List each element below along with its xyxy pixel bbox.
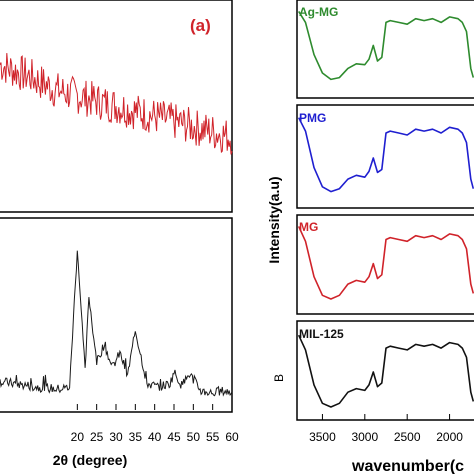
xrd-x-tick-label: 25 — [90, 430, 104, 444]
ftir-x-tick-label: 3000 — [351, 430, 378, 444]
ftir-frame-mil-125 — [296, 320, 474, 421]
xrd-x-ticks: 20 25 30 35 40 45 50 55 60 — [71, 404, 239, 444]
xrd-bottom-frame — [0, 217, 233, 413]
ftir-frame-mg — [296, 214, 474, 315]
ftir-plots: Ag-MG PMG MG MIL-125 — [297, 5, 474, 408]
xrd-x-tick-label: 55 — [206, 430, 220, 444]
xrd-bottom-plot — [0, 250, 233, 397]
ftir-series-label: PMG — [299, 111, 326, 125]
ftir-x-tick-label: 2500 — [394, 430, 421, 444]
ftir-series-line-1 — [298, 10, 474, 81]
xrd-x-tick-label: 30 — [109, 430, 123, 444]
ftir-series-line-3 — [297, 226, 474, 300]
ftir-x-tick-label: 3500 — [309, 430, 336, 444]
xrd-top-plot — [0, 53, 233, 155]
ftir-series-label: MIL-125 — [299, 327, 344, 341]
xrd-x-tick-label: 45 — [167, 430, 181, 444]
xrd-top-frame — [0, 0, 233, 213]
ftir-x-axis-label: wavenumber(c — [351, 458, 464, 474]
ftir-series-label: Ag-MG — [299, 5, 338, 19]
ftir-y-axis-label: Intensity(a.u) — [266, 176, 282, 263]
xrd-x-tick-label: 60 — [225, 430, 239, 444]
ftir-series-line-4 — [297, 334, 474, 408]
ftir-series-label: MG — [299, 220, 318, 234]
xrd-x-axis-label: 2θ (degree) — [53, 452, 127, 468]
ftir-x-tick-label: 2000 — [436, 430, 463, 444]
ftir-frame-pmg — [296, 104, 474, 209]
xrd-x-tick-label: 40 — [148, 430, 162, 444]
xrd-x-tick-label: 50 — [187, 430, 201, 444]
xrd-x-tick-label: 35 — [129, 430, 143, 444]
side-label: B — [272, 374, 286, 382]
xrd-series-line-1 — [0, 53, 233, 155]
ftir-frame-ag-mg — [296, 0, 474, 99]
ftir-series-line-2 — [297, 117, 474, 193]
xrd-series-line-2 — [0, 250, 233, 397]
ftir-x-ticks: 3500 3000 2500 2000 — [309, 414, 463, 444]
panel-title: (a) — [190, 16, 211, 35]
xrd-x-tick-label: 20 — [71, 430, 85, 444]
